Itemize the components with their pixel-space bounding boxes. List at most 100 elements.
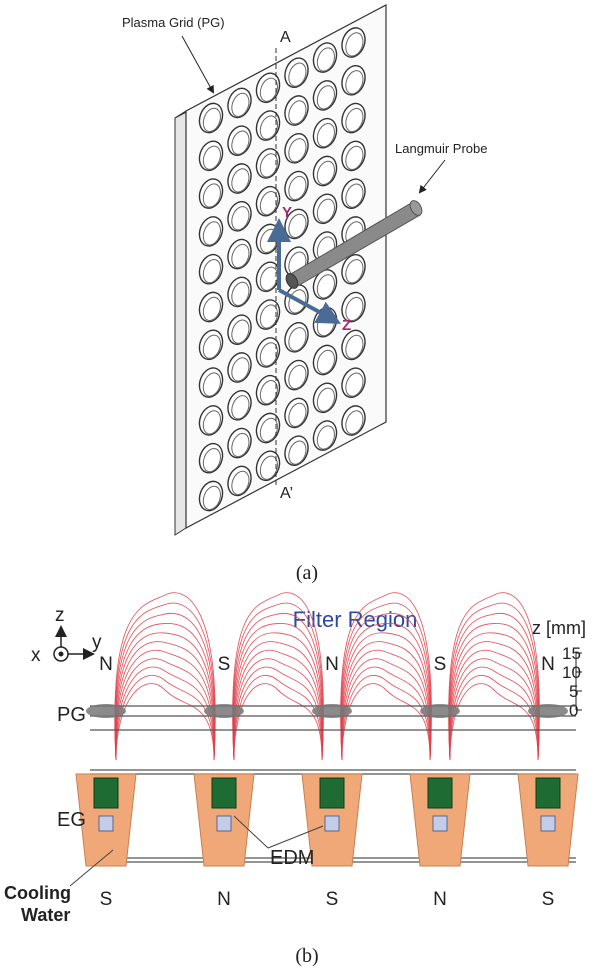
- grid-aperture: [227, 465, 252, 497]
- field-line: [340, 612, 432, 761]
- z-tick-5: 5: [569, 682, 578, 701]
- cooling-water-channel: [98, 815, 114, 832]
- grid-aperture: [312, 344, 338, 376]
- panel-b: Filter Region z x y z [mm] 15 10 5 0: [4, 592, 586, 967]
- pg-aperture-shapes: [86, 704, 568, 718]
- grid-aperture: [227, 427, 252, 459]
- field-line: [233, 649, 323, 761]
- field-line: [115, 641, 215, 761]
- grid-aperture: [312, 42, 338, 73]
- grid-aperture: [227, 276, 252, 308]
- grid-aperture: [255, 185, 281, 217]
- langmuir-probe: [285, 200, 423, 289]
- field-line: [232, 623, 324, 761]
- edm-magnet: [319, 777, 345, 809]
- cooling-water-channel: [540, 815, 556, 832]
- field-line: [341, 675, 431, 761]
- field-line: [340, 632, 432, 761]
- grid-aperture: [198, 367, 224, 398]
- grid-aperture: [312, 420, 338, 451]
- field-line: [115, 683, 215, 761]
- plasma-grid-leader-arrow: [181, 35, 214, 94]
- grid-aperture: [198, 329, 224, 361]
- field-line: [341, 641, 431, 761]
- grid-aperture: [198, 140, 224, 172]
- grid-aperture: [341, 65, 366, 96]
- bottom-pole-label: S: [326, 889, 339, 910]
- eg-electrode: [517, 773, 579, 867]
- top-pole-label: N: [99, 654, 113, 675]
- eg-electrodes: [75, 773, 579, 867]
- grid-aperture: [284, 435, 309, 466]
- top-pole-label: S: [434, 654, 447, 675]
- field-line: [448, 623, 540, 761]
- field-line: [448, 612, 540, 761]
- pg-aperture-shape: [204, 704, 244, 718]
- field-line: [114, 602, 216, 761]
- cooling-water-channel: [324, 815, 340, 832]
- eg-electrode: [193, 773, 255, 867]
- grid-aperture: [284, 322, 309, 353]
- edm-label: EDM: [270, 847, 314, 869]
- caption-b: (b): [295, 945, 318, 967]
- field-line: [233, 658, 323, 761]
- eg-electrode: [75, 773, 137, 867]
- grid-aperture: [341, 405, 366, 436]
- pg-aperture-shape: [528, 704, 568, 718]
- field-line: [115, 632, 215, 761]
- grid-aperture: [227, 163, 252, 194]
- plate-side-face: [174, 110, 187, 536]
- edm-magnet: [93, 777, 119, 809]
- cooling-water-channel: [216, 815, 232, 832]
- z-tick-15: 15: [562, 644, 581, 663]
- grid-aperture: [341, 291, 366, 323]
- bottom-pole-label: N: [433, 889, 447, 910]
- grid-aperture: [312, 117, 338, 149]
- grid-aperture: [341, 367, 366, 398]
- grid-aperture: [198, 253, 224, 285]
- grid-aperture: [284, 170, 309, 202]
- field-line: [448, 592, 540, 761]
- grid-aperture: [255, 450, 281, 482]
- grid-aperture: [255, 72, 281, 104]
- grid-aperture: [341, 102, 366, 134]
- field-line: [449, 683, 539, 761]
- field-line: [341, 649, 431, 761]
- field-line: [448, 632, 540, 761]
- grid-aperture: [198, 442, 224, 474]
- y-axis-label: Y: [282, 204, 292, 221]
- z-axis-arrow: [278, 288, 342, 324]
- grid-aperture: [284, 397, 309, 429]
- z-scale-axis: [575, 652, 582, 711]
- field-line: [115, 649, 215, 761]
- grid-aperture: [227, 314, 252, 345]
- grid-aperture: [227, 352, 252, 383]
- cooling-water-label-line1: Cooling: [4, 883, 71, 903]
- langmuir-probe-leader-arrow: [418, 159, 446, 194]
- bottom-pole-label: S: [542, 889, 555, 910]
- coord-y-label: y: [92, 632, 102, 653]
- field-line: [340, 602, 432, 761]
- plasma-grid-label: Plasma Grid (PG): [122, 15, 225, 30]
- field-line: [448, 602, 540, 761]
- field-line: [341, 658, 431, 761]
- top-pole-label: S: [218, 654, 231, 675]
- z-axis-label: Z: [342, 317, 351, 334]
- grid-aperture: [312, 155, 338, 187]
- pg-label: PG: [57, 704, 86, 726]
- field-line: [449, 658, 539, 761]
- grid-aperture: [255, 412, 281, 444]
- field-line: [449, 641, 539, 761]
- grid-aperture: [198, 102, 224, 134]
- z-tick-0: 0: [569, 701, 578, 720]
- grid-aperture: [341, 254, 366, 285]
- field-line: [232, 612, 324, 761]
- field-line: [232, 592, 324, 761]
- grid-aperture: [284, 57, 309, 88]
- coordinate-system-icon: [53, 625, 95, 662]
- top-pole-label: N: [541, 654, 555, 675]
- pg-aperture-shape: [312, 704, 352, 718]
- field-line: [341, 683, 431, 761]
- field-line: [232, 632, 324, 761]
